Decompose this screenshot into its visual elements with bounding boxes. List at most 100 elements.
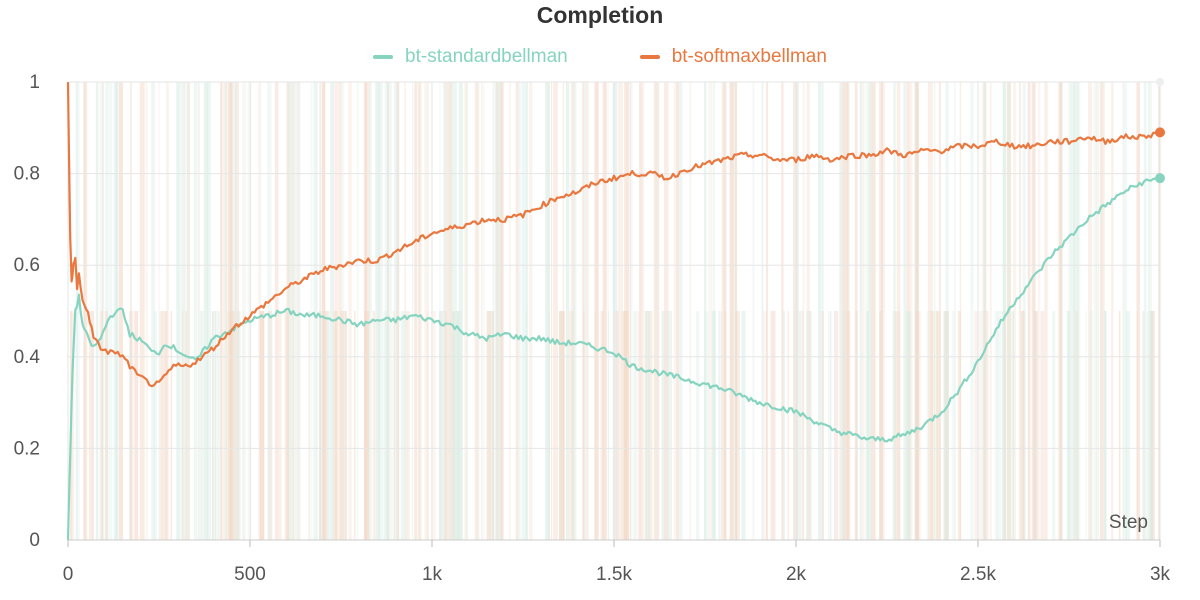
raw-data-band bbox=[501, 82, 503, 540]
raw-data-band bbox=[268, 311, 273, 540]
raw-data-band bbox=[324, 311, 329, 540]
raw-data-band bbox=[982, 82, 984, 540]
raw-data-band bbox=[865, 311, 868, 540]
legend-item-standard[interactable]: bt-standardbellman bbox=[373, 46, 568, 68]
raw-data-band bbox=[1070, 82, 1075, 540]
raw-data-band bbox=[284, 311, 289, 540]
raw-data-band bbox=[88, 311, 94, 540]
x-axis-label: Step bbox=[1109, 512, 1148, 533]
raw-data-band bbox=[342, 311, 347, 540]
raw-data-band bbox=[595, 82, 599, 540]
raw-data-band bbox=[1022, 311, 1025, 540]
raw-data-band bbox=[667, 311, 672, 540]
raw-data-band bbox=[455, 311, 459, 540]
raw-data-band bbox=[341, 82, 345, 540]
raw-data-band bbox=[559, 311, 565, 540]
raw-data-band bbox=[996, 311, 1002, 540]
raw-data-band bbox=[994, 311, 999, 540]
raw-data-band bbox=[396, 82, 400, 540]
raw-data-band bbox=[637, 311, 640, 540]
raw-data-band bbox=[585, 82, 589, 540]
raw-data-band bbox=[529, 82, 533, 540]
raw-data-band bbox=[353, 311, 356, 540]
raw-data-band bbox=[601, 311, 605, 540]
raw-data-band bbox=[708, 82, 712, 540]
raw-data-band bbox=[185, 311, 187, 540]
raw-data-band bbox=[278, 311, 282, 540]
raw-data-band bbox=[1136, 82, 1140, 540]
raw-data-band bbox=[721, 311, 723, 540]
raw-data-band bbox=[71, 311, 75, 540]
raw-data-band bbox=[1027, 82, 1031, 540]
raw-data-band bbox=[1033, 311, 1037, 540]
legend-item-softmax[interactable]: bt-softmaxbellman bbox=[639, 46, 827, 68]
raw-data-band bbox=[203, 82, 205, 540]
raw-data-band bbox=[499, 82, 505, 540]
raw-data-band bbox=[879, 82, 883, 540]
raw-data-band bbox=[445, 82, 451, 540]
raw-data-band bbox=[944, 311, 949, 540]
raw-data-band bbox=[170, 311, 173, 540]
raw-data-band bbox=[766, 82, 769, 540]
raw-data-band bbox=[1066, 311, 1071, 540]
raw-data-band bbox=[661, 311, 665, 540]
raw-data-bands bbox=[70, 82, 1161, 540]
raw-data-band bbox=[581, 82, 585, 540]
raw-data-band bbox=[198, 82, 200, 540]
legend-swatch-softmax bbox=[639, 55, 660, 59]
raw-data-band bbox=[612, 82, 618, 540]
raw-data-band bbox=[1022, 82, 1026, 540]
series-endpoint-standard bbox=[1155, 173, 1165, 184]
raw-data-band bbox=[859, 82, 862, 540]
y-tick-label: 1 bbox=[29, 72, 40, 93]
raw-data-band bbox=[492, 82, 495, 540]
raw-data-band bbox=[822, 82, 824, 540]
raw-data-band bbox=[1044, 82, 1048, 540]
raw-data-band bbox=[332, 311, 337, 540]
raw-data-band bbox=[1075, 311, 1079, 540]
raw-data-band bbox=[841, 311, 846, 540]
raw-data-band bbox=[795, 311, 798, 540]
raw-data-band bbox=[1020, 311, 1025, 540]
raw-data-band bbox=[1122, 82, 1128, 540]
raw-data-band bbox=[356, 82, 359, 540]
raw-data-band bbox=[426, 311, 429, 540]
y-tick-label: 0.2 bbox=[14, 438, 40, 459]
raw-data-band bbox=[375, 82, 380, 540]
raw-data-band bbox=[734, 82, 737, 540]
raw-data-band bbox=[954, 82, 956, 540]
raw-data-band bbox=[1137, 311, 1139, 540]
raw-data-band bbox=[164, 311, 167, 540]
raw-data-band bbox=[509, 82, 511, 540]
chart-title: Completion bbox=[536, 2, 664, 28]
raw-data-band bbox=[151, 82, 155, 540]
raw-data-band bbox=[1001, 311, 1005, 540]
raw-data-band bbox=[639, 82, 643, 540]
raw-data-band bbox=[846, 82, 850, 540]
raw-data-band bbox=[406, 311, 410, 540]
raw-data-band bbox=[204, 82, 209, 540]
raw-data-band bbox=[1147, 82, 1152, 540]
raw-data-band bbox=[1101, 82, 1106, 540]
raw-data-band bbox=[334, 311, 338, 540]
raw-data-band bbox=[1060, 82, 1062, 540]
raw-data-band bbox=[242, 311, 245, 540]
raw-data-band bbox=[412, 82, 414, 540]
raw-data-band bbox=[938, 82, 941, 540]
raw-data-band bbox=[568, 311, 574, 540]
x-tick-label: 0 bbox=[63, 564, 74, 585]
raw-data-band bbox=[1067, 311, 1070, 540]
raw-data-band bbox=[929, 311, 933, 540]
raw-data-band bbox=[100, 311, 103, 540]
raw-data-band bbox=[891, 311, 897, 540]
raw-data-band bbox=[621, 311, 623, 540]
raw-data-band bbox=[806, 82, 810, 540]
raw-data-band bbox=[417, 82, 422, 540]
raw-data-band bbox=[1093, 82, 1098, 540]
series-line-softmax bbox=[66, 82, 1161, 388]
raw-data-band bbox=[797, 82, 799, 540]
raw-data-band bbox=[1119, 311, 1121, 540]
raw-data-band bbox=[930, 311, 935, 540]
raw-data-band bbox=[1143, 82, 1147, 540]
